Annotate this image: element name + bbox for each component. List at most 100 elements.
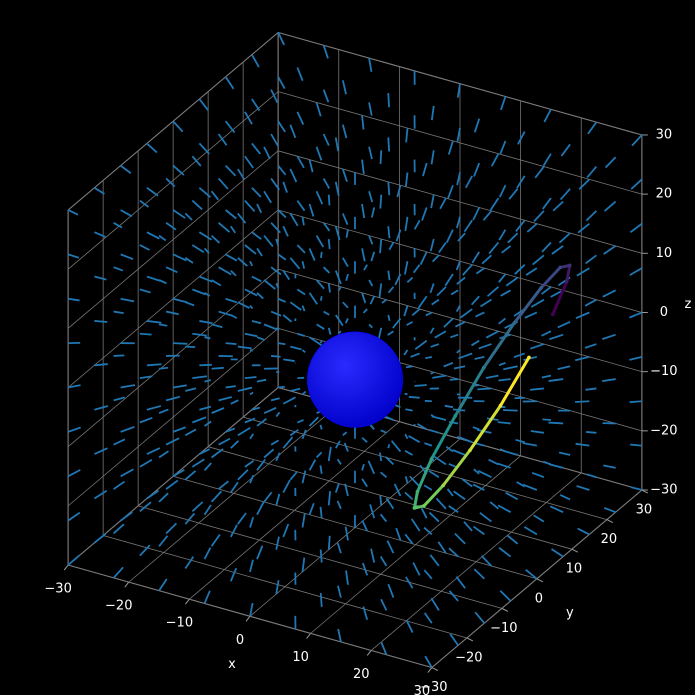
- field-arrow: [191, 244, 205, 254]
- field-arrow: [94, 275, 107, 281]
- grid-line: [138, 505, 502, 609]
- field-arrow: [185, 387, 197, 392]
- field-arrow: [249, 559, 254, 573]
- field-arrow: [204, 420, 212, 427]
- field-arrow: [603, 200, 617, 212]
- field-arrow: [289, 124, 297, 139]
- field-arrow: [576, 267, 590, 277]
- field-arrow: [548, 378, 564, 382]
- field-arrow: [503, 409, 518, 412]
- field-arrow: [270, 310, 282, 317]
- field-arrow: [379, 513, 388, 523]
- field-arrow: [430, 343, 440, 348]
- field-arrow: [474, 611, 486, 624]
- field-arrow: [368, 57, 373, 72]
- field-arrow: [263, 190, 272, 204]
- field-arrow: [275, 580, 280, 595]
- field-arrow: [385, 456, 395, 466]
- field-arrow: [342, 301, 349, 309]
- field-arrow: [500, 289, 512, 297]
- field-arrow: [472, 525, 485, 536]
- field-arrow: [244, 376, 257, 380]
- field-arrow: [361, 203, 366, 219]
- field-arrow: [165, 522, 178, 535]
- field-arrow: [514, 264, 526, 275]
- field-arrow: [191, 155, 202, 167]
- field-arrow: [506, 534, 519, 545]
- field-arrow: [225, 427, 236, 433]
- field-arrow: [530, 387, 544, 391]
- field-arrow: [368, 102, 373, 116]
- field-arrow: [251, 406, 261, 411]
- trajectory-point: [550, 312, 555, 317]
- tick-mark: [124, 581, 130, 588]
- field-arrow: [184, 556, 195, 569]
- field-arrow: [68, 297, 80, 302]
- field-arrow: [263, 448, 275, 459]
- field-arrow: [191, 501, 204, 512]
- field-arrow: [93, 490, 108, 500]
- field-arrow: [455, 321, 466, 328]
- field-arrow: [368, 235, 374, 245]
- field-arrow: [296, 111, 305, 125]
- field-arrow: [475, 267, 485, 275]
- field-arrow: [586, 165, 598, 179]
- y-tick-label: 0: [535, 591, 543, 606]
- field-arrow: [423, 569, 433, 580]
- field-arrow: [289, 301, 302, 311]
- field-arrow: [146, 142, 158, 154]
- field-arrow: [558, 451, 571, 456]
- x-axis-label: x: [228, 657, 236, 672]
- field-arrow: [578, 178, 590, 190]
- field-arrow: [378, 452, 383, 462]
- field-arrow: [210, 533, 221, 547]
- field-arrow: [460, 308, 473, 319]
- field-arrow: [282, 479, 291, 493]
- field-arrow: [319, 465, 323, 474]
- field-arrow: [371, 207, 376, 218]
- trajectory-point: [453, 414, 458, 418]
- field-arrow: [139, 199, 150, 208]
- field-arrow: [486, 286, 500, 297]
- sphere: [306, 331, 404, 428]
- field-arrow: [532, 254, 545, 266]
- field-arrow: [296, 155, 305, 169]
- field-arrow: [139, 244, 150, 251]
- field-arrow: [165, 395, 181, 402]
- field-arrow: [406, 321, 414, 326]
- field-arrow: [428, 511, 440, 523]
- field-arrow: [94, 447, 108, 455]
- field-arrow: [327, 535, 331, 550]
- field-arrow: [192, 375, 208, 380]
- field-arrow: [210, 234, 221, 244]
- field-arrow: [165, 222, 177, 231]
- grid-line: [67, 328, 279, 507]
- field-arrow: [344, 318, 349, 324]
- field-arrow: [379, 150, 383, 164]
- field-arrow: [485, 330, 499, 339]
- field-arrow: [477, 470, 492, 479]
- field-arrow: [113, 438, 126, 446]
- field-arrow: [203, 247, 210, 254]
- field-arrow: [203, 504, 212, 516]
- field-arrow: [296, 67, 304, 82]
- field-arrow: [447, 140, 454, 155]
- field-arrow: [139, 288, 151, 294]
- field-arrow: [301, 390, 307, 396]
- field-arrow: [256, 378, 267, 383]
- field-arrow: [319, 592, 323, 607]
- field-arrow: [361, 159, 365, 175]
- field-arrow: [275, 411, 281, 418]
- field-arrow: [282, 314, 293, 323]
- trajectory-point: [498, 403, 503, 408]
- field-arrow: [559, 188, 571, 201]
- tick-mark: [184, 598, 190, 605]
- field-arrow: [523, 526, 538, 536]
- grid-line: [68, 564, 432, 668]
- field-arrow: [315, 451, 323, 459]
- field-arrow: [249, 349, 254, 352]
- field-arrow: [603, 464, 616, 469]
- field-arrow: [500, 96, 507, 111]
- y-tick-label: 20: [601, 532, 618, 547]
- trajectory-segment: [429, 414, 457, 461]
